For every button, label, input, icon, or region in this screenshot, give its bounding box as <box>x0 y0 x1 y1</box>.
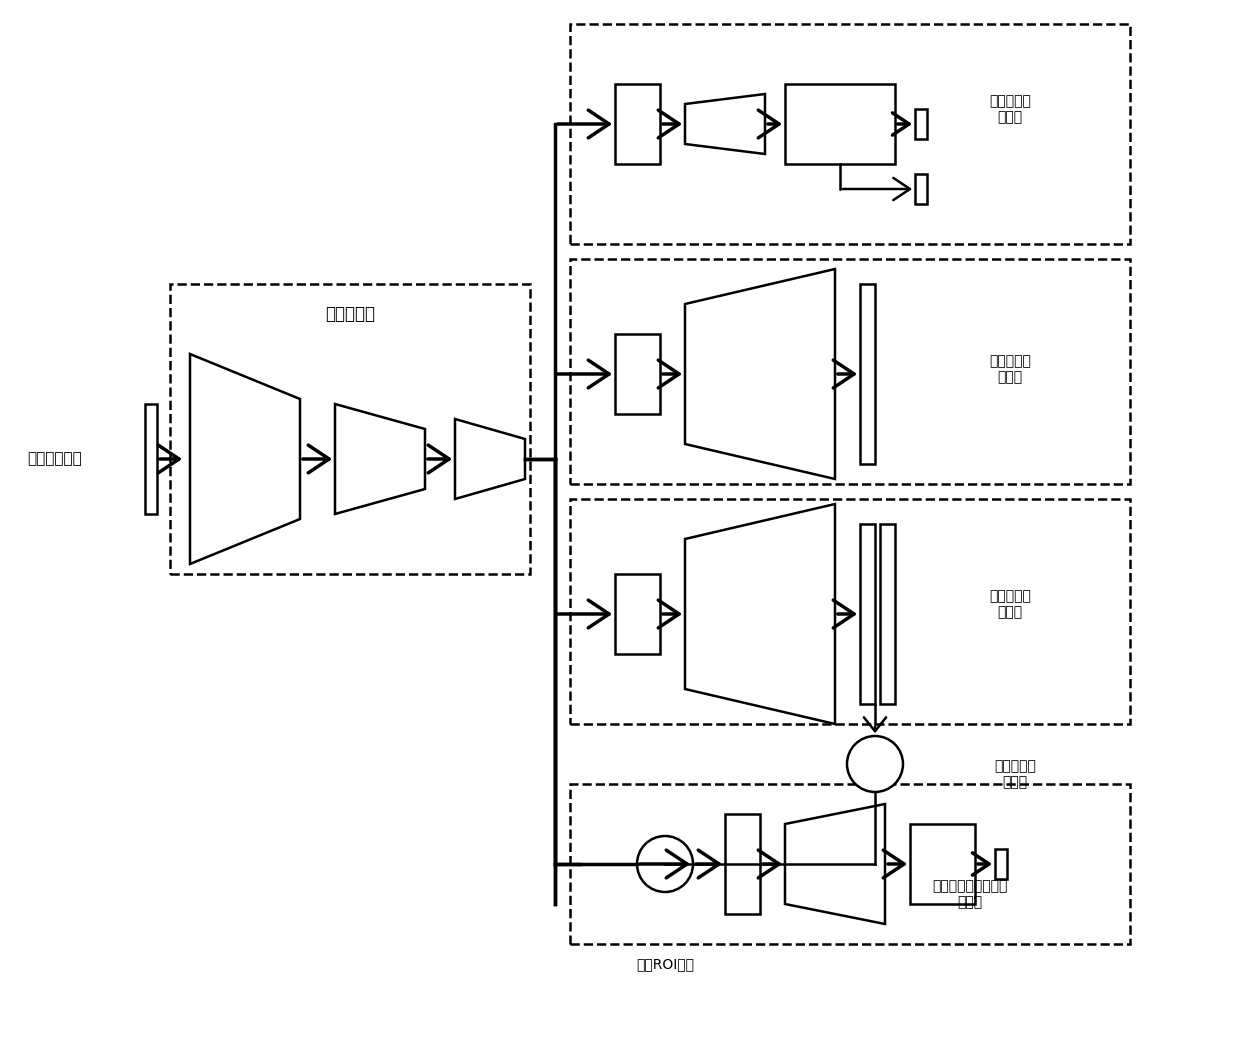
Text: 车位ROI池化: 车位ROI池化 <box>636 957 694 971</box>
Bar <box>570 24 1130 244</box>
Text: 可移动目标
输出层: 可移动目标 输出层 <box>990 94 1030 124</box>
Bar <box>994 849 1007 879</box>
Bar <box>570 259 1130 484</box>
Bar <box>570 499 1130 724</box>
Polygon shape <box>190 354 300 564</box>
Polygon shape <box>684 269 835 479</box>
Bar <box>615 84 660 164</box>
Bar <box>915 174 928 204</box>
Text: 共享特征层: 共享特征层 <box>325 305 374 323</box>
Polygon shape <box>785 804 885 924</box>
Bar <box>145 404 157 514</box>
Circle shape <box>637 836 693 893</box>
Bar <box>861 284 875 464</box>
Text: 泊车场景输入: 泊车场景输入 <box>27 452 82 467</box>
Bar <box>861 524 875 704</box>
Bar <box>785 84 895 164</box>
Polygon shape <box>335 404 425 514</box>
Bar <box>725 814 760 914</box>
Bar <box>880 524 895 704</box>
Polygon shape <box>455 419 525 499</box>
Polygon shape <box>684 94 765 154</box>
Bar <box>615 334 660 414</box>
Bar <box>570 784 1130 944</box>
Circle shape <box>847 736 903 792</box>
Bar <box>910 824 975 904</box>
Text: 车位关键点
输出层: 车位关键点 输出层 <box>990 589 1030 619</box>
Text: 车位可用（被占）性
输出层: 车位可用（被占）性 输出层 <box>932 879 1008 909</box>
Bar <box>170 284 529 574</box>
Text: 可行驶区域
输出层: 可行驶区域 输出层 <box>990 354 1030 384</box>
Text: 车位关键点
后处理: 车位关键点 后处理 <box>994 758 1035 789</box>
Polygon shape <box>684 504 835 724</box>
Bar <box>915 109 928 139</box>
Bar <box>615 574 660 654</box>
